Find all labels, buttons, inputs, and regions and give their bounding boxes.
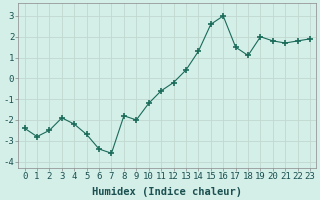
X-axis label: Humidex (Indice chaleur): Humidex (Indice chaleur)	[92, 186, 242, 197]
